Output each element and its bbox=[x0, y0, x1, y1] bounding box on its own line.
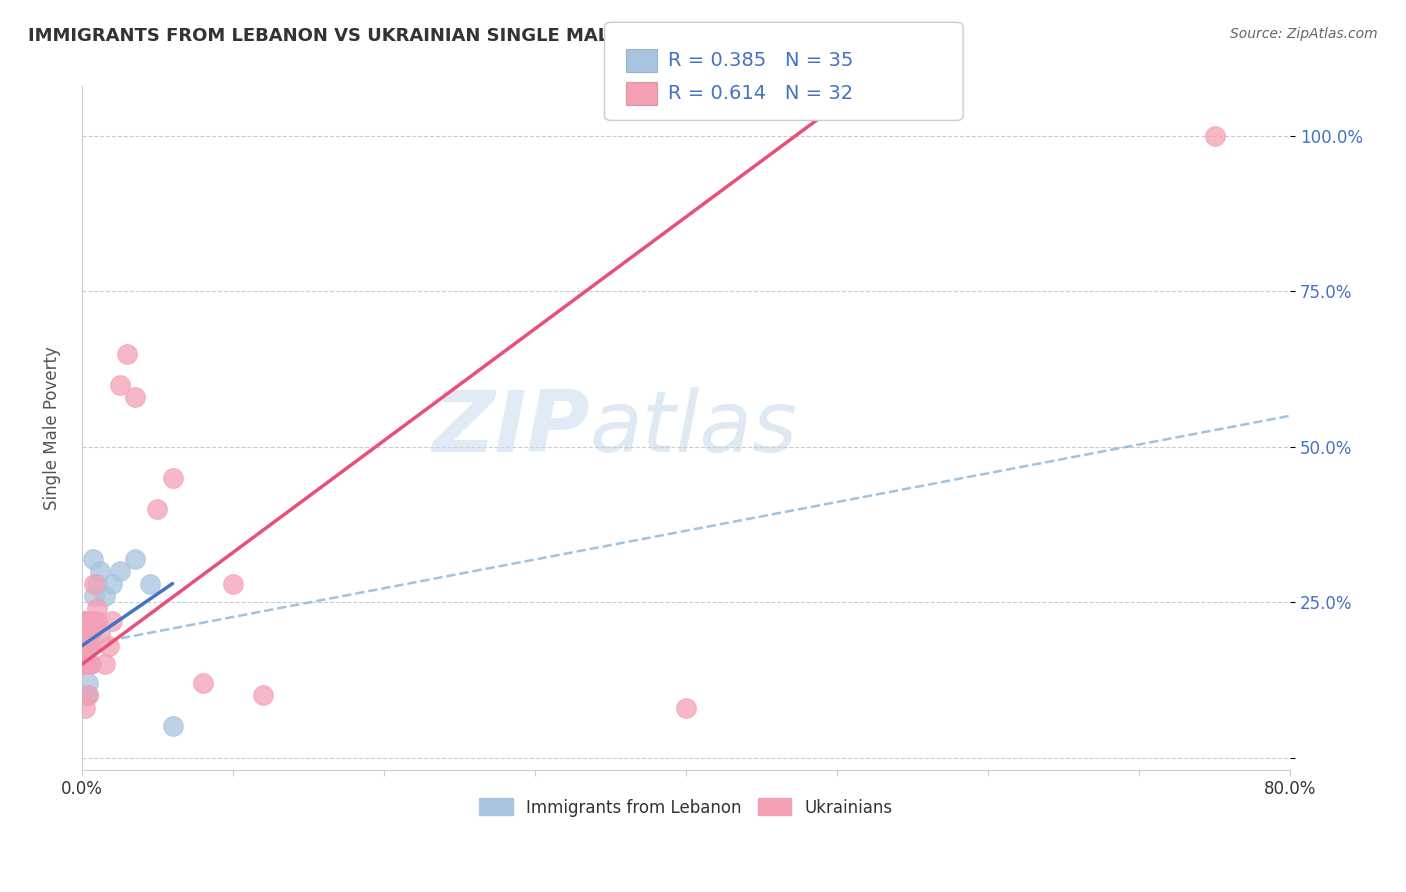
Point bbox=[79, 657, 101, 672]
Point bbox=[89, 626, 111, 640]
Point bbox=[73, 626, 96, 640]
Point bbox=[73, 614, 96, 628]
Point bbox=[77, 657, 100, 672]
Text: atlas: atlas bbox=[589, 386, 797, 470]
Point bbox=[124, 551, 146, 566]
Point bbox=[80, 626, 103, 640]
Point bbox=[191, 676, 214, 690]
Point bbox=[82, 614, 104, 628]
Point bbox=[79, 626, 101, 640]
Point bbox=[117, 346, 139, 360]
Point bbox=[76, 626, 98, 640]
Point bbox=[79, 626, 101, 640]
Point bbox=[101, 576, 124, 591]
Point bbox=[72, 614, 94, 628]
Point bbox=[72, 626, 94, 640]
Point bbox=[77, 689, 100, 703]
Text: IMMIGRANTS FROM LEBANON VS UKRAINIAN SINGLE MALE POVERTY CORRELATION CHART: IMMIGRANTS FROM LEBANON VS UKRAINIAN SIN… bbox=[28, 27, 942, 45]
Point bbox=[73, 701, 96, 715]
Point bbox=[86, 601, 108, 615]
Point bbox=[72, 639, 94, 653]
Point bbox=[73, 626, 96, 640]
Text: R = 0.614   N = 32: R = 0.614 N = 32 bbox=[668, 84, 853, 103]
Point bbox=[73, 614, 96, 628]
Point bbox=[77, 689, 100, 703]
Legend: Immigrants from Lebanon, Ukrainians: Immigrants from Lebanon, Ukrainians bbox=[472, 792, 900, 823]
Point bbox=[79, 614, 101, 628]
Point bbox=[675, 701, 697, 715]
Point bbox=[73, 639, 96, 653]
Point bbox=[252, 689, 274, 703]
Point bbox=[82, 551, 104, 566]
Point bbox=[222, 576, 245, 591]
Point bbox=[76, 657, 98, 672]
Point bbox=[72, 639, 94, 653]
Point bbox=[83, 576, 105, 591]
Point bbox=[79, 639, 101, 653]
Text: Source: ZipAtlas.com: Source: ZipAtlas.com bbox=[1230, 27, 1378, 41]
Text: R = 0.385   N = 35: R = 0.385 N = 35 bbox=[668, 51, 853, 70]
Point bbox=[93, 657, 115, 672]
Point bbox=[76, 614, 98, 628]
Y-axis label: Single Male Poverty: Single Male Poverty bbox=[44, 346, 60, 510]
Text: ZIP: ZIP bbox=[432, 386, 589, 470]
Point bbox=[72, 657, 94, 672]
Point bbox=[162, 471, 184, 485]
Point bbox=[80, 614, 103, 628]
Point bbox=[98, 639, 121, 653]
Point bbox=[76, 614, 98, 628]
Point bbox=[77, 676, 100, 690]
Point bbox=[76, 626, 98, 640]
Point bbox=[162, 719, 184, 733]
Point bbox=[77, 614, 100, 628]
Point bbox=[73, 657, 96, 672]
Point bbox=[83, 589, 105, 603]
Point bbox=[77, 614, 100, 628]
Point bbox=[77, 639, 100, 653]
Point bbox=[108, 377, 131, 392]
Point bbox=[86, 576, 108, 591]
Point bbox=[146, 502, 169, 516]
Point bbox=[86, 614, 108, 628]
Point bbox=[101, 614, 124, 628]
Point bbox=[76, 657, 98, 672]
Point bbox=[77, 626, 100, 640]
Point bbox=[124, 390, 146, 404]
Point bbox=[76, 689, 98, 703]
Point bbox=[83, 614, 105, 628]
Point bbox=[108, 564, 131, 578]
Point bbox=[79, 639, 101, 653]
Point bbox=[77, 639, 100, 653]
Point bbox=[89, 564, 111, 578]
Point bbox=[76, 639, 98, 653]
Point bbox=[80, 657, 103, 672]
Point bbox=[93, 589, 115, 603]
Point bbox=[139, 576, 162, 591]
Point bbox=[1204, 129, 1226, 144]
